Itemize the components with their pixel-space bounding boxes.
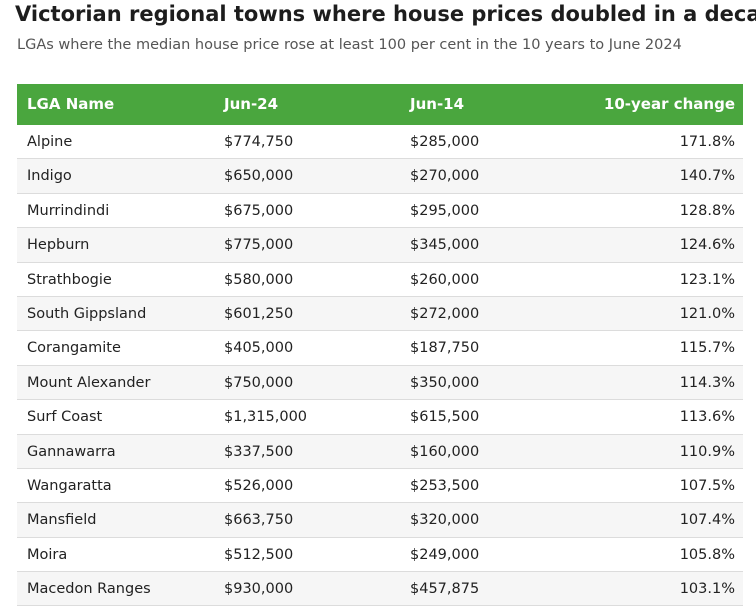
- jun-24-cell: $663,750: [224, 512, 294, 529]
- change-cell: 121.0%: [679, 305, 735, 322]
- jun-24-cell: $337,500: [224, 443, 294, 460]
- change-cell: 103.1%: [679, 581, 735, 598]
- change-cell: 110.9%: [679, 443, 735, 460]
- jun-24-cell: $750,000: [224, 374, 294, 391]
- lga-name-cell: Hepburn: [27, 237, 90, 254]
- change-cell: 128.8%: [679, 202, 735, 219]
- lga-name-cell: South Gippsland: [27, 305, 147, 322]
- jun-24-cell: $650,000: [224, 168, 294, 185]
- lga-name-cell: Mansfield: [27, 512, 97, 529]
- chart-subtitle: LGAs where the median house price rose a…: [17, 37, 682, 53]
- column-header-jun-14: Jun-14: [410, 95, 465, 113]
- change-cell: 107.5%: [679, 477, 735, 494]
- change-cell: 124.6%: [679, 237, 735, 254]
- jun-14-cell: $457,875: [410, 581, 480, 598]
- change-cell: 123.1%: [679, 271, 735, 288]
- lga-name-cell: Gannawarra: [27, 443, 116, 460]
- jun-24-cell: $405,000: [224, 340, 294, 357]
- table-row: Murrindindi $675,000 $295,000 128.8%: [17, 194, 743, 229]
- change-cell: 107.4%: [679, 512, 735, 529]
- jun-14-cell: $285,000: [410, 134, 480, 150]
- table-row: Mansfield $663,750 $320,000 107.4%: [17, 503, 743, 538]
- jun-14-cell: $253,500: [410, 477, 480, 494]
- lga-name-cell: Corangamite: [27, 340, 121, 357]
- jun-14-cell: $270,000: [410, 168, 480, 185]
- table-row: Strathbogie $580,000 $260,000 123.1%: [17, 263, 743, 297]
- table-row: Hepburn $775,000 $345,000 124.6%: [17, 228, 743, 263]
- lga-name-cell: Macedon Ranges: [27, 581, 151, 598]
- jun-24-cell: $675,000: [224, 202, 294, 219]
- jun-24-cell: $1,315,000: [224, 409, 308, 426]
- chart-title: Victorian regional towns where house pri…: [15, 2, 756, 26]
- change-cell: 114.3%: [679, 374, 735, 391]
- table-header-row: LGA Name Jun-24 Jun-14 10-year change: [17, 84, 743, 125]
- lga-name-cell: Surf Coast: [27, 409, 103, 426]
- jun-14-cell: $249,000: [410, 546, 480, 563]
- table-body: Alpine $774,750 $285,000 171.8% Indigo $650,0…: [17, 125, 743, 606]
- table-row: Wangaratta $526,000 $253,500 107.5%: [17, 469, 743, 504]
- jun-14-cell: $350,000: [410, 374, 480, 391]
- jun-14-cell: $260,000: [410, 271, 480, 288]
- data-table: LGA Name Jun-24 Jun-14 10-year change Al…: [17, 84, 743, 606]
- jun-24-cell: $526,000: [224, 477, 294, 494]
- column-header-lga-name: LGA Name: [27, 95, 115, 113]
- table-row: Gannawarra $337,500 $160,000 110.9%: [17, 434, 743, 469]
- lga-name-cell: Mount Alexander: [27, 374, 151, 391]
- lga-name-cell: Moira: [27, 546, 68, 563]
- jun-14-cell: $295,000: [410, 202, 480, 219]
- table-row: Surf Coast $1,315,000 $615,500 113.6%: [17, 400, 743, 435]
- jun-14-cell: $345,000: [410, 237, 480, 254]
- table-row: Indigo $650,000 $270,000 140.7%: [17, 159, 743, 194]
- column-header-10-year-change: 10-year change: [603, 95, 735, 113]
- jun-14-cell: $615,500: [410, 409, 480, 426]
- change-cell: 115.7%: [679, 340, 735, 357]
- table-row: Corangamite $405,000 $187,750 115.7%: [17, 331, 743, 366]
- jun-14-cell: $320,000: [410, 512, 480, 529]
- jun-14-cell: $272,000: [410, 305, 480, 322]
- table-row: Mount Alexander $750,000 $350,000 114.3%: [17, 365, 743, 401]
- lga-name-cell: Wangaratta: [27, 477, 112, 494]
- jun-14-cell: $187,750: [410, 340, 480, 357]
- jun-24-cell: $774,750: [224, 134, 294, 150]
- lga-name-cell: Strathbogie: [27, 271, 112, 288]
- jun-24-cell: $930,000: [224, 581, 294, 598]
- table-row: Macedon Ranges $930,000 $457,875 103.1%: [17, 572, 743, 606]
- jun-24-cell: $512,500: [224, 546, 294, 563]
- table-row: South Gippsland $601,250 $272,000 121.0%: [17, 296, 743, 332]
- jun-14-cell: $160,000: [410, 443, 480, 460]
- table-row: Moira $512,500 $249,000 105.8%: [17, 538, 743, 573]
- change-cell: 105.8%: [679, 546, 735, 563]
- jun-24-cell: $601,250: [224, 305, 294, 322]
- lga-name-cell: Murrindindi: [27, 202, 110, 219]
- change-cell: 113.6%: [679, 409, 735, 426]
- lga-name-cell: Alpine: [27, 134, 73, 150]
- table-row: Alpine $774,750 $285,000 171.8%: [17, 125, 743, 160]
- jun-24-cell: $580,000: [224, 271, 294, 288]
- change-cell: 140.7%: [679, 168, 735, 185]
- change-cell: 171.8%: [679, 134, 735, 150]
- jun-24-cell: $775,000: [224, 237, 294, 254]
- lga-name-cell: Indigo: [27, 168, 72, 185]
- column-header-jun-24: Jun-24: [224, 95, 279, 113]
